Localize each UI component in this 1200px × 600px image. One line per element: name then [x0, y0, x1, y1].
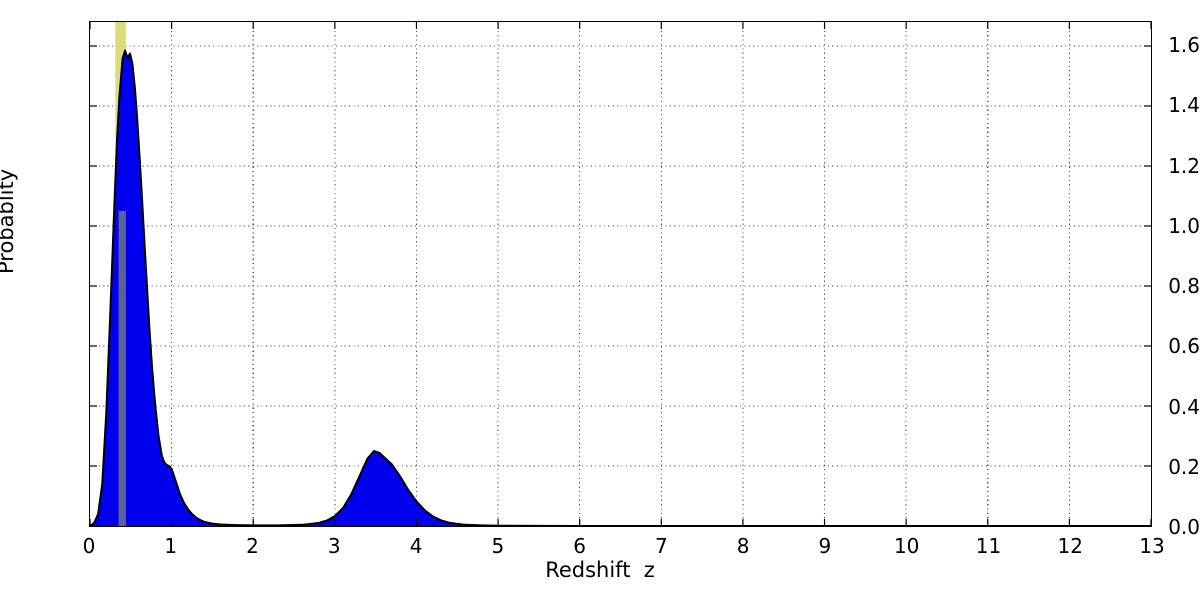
x-tick-label: 12 [1057, 534, 1083, 558]
x-gridlines [171, 22, 1070, 526]
plot-area [89, 21, 1152, 527]
x-tick-label: 9 [818, 534, 832, 558]
marker-layer [118, 211, 126, 526]
x-tick-label: 6 [573, 534, 586, 558]
data-series-layer [90, 49, 1151, 526]
x-tick-label: 4 [409, 534, 423, 558]
spectroscopic-redshift-marker [118, 211, 126, 526]
x-tick-label: 5 [491, 534, 505, 558]
x-tick-label: 2 [246, 534, 259, 558]
x-tick-label: 8 [736, 534, 750, 558]
x-tick-label: 1 [164, 534, 178, 558]
x-tick-label: 7 [655, 534, 668, 558]
y-axis-title: Probablity [0, 168, 18, 274]
x-tick-label: 11 [975, 534, 1002, 558]
gridlines-layer [90, 22, 1151, 526]
x-axis-title: Redshift z [545, 558, 655, 582]
x-tick-label: 10 [893, 534, 920, 558]
x-tick-label: 3 [327, 534, 341, 558]
plot-svg [90, 22, 1151, 526]
redshift-probability-area [90, 50, 1151, 526]
y-gridlines [90, 45, 1151, 467]
x-tick-label: 0 [82, 534, 96, 558]
x-tick-label: 13 [1139, 534, 1165, 558]
redshift-probability-curve [90, 49, 1151, 526]
axis-tickmarks [90, 22, 1151, 526]
